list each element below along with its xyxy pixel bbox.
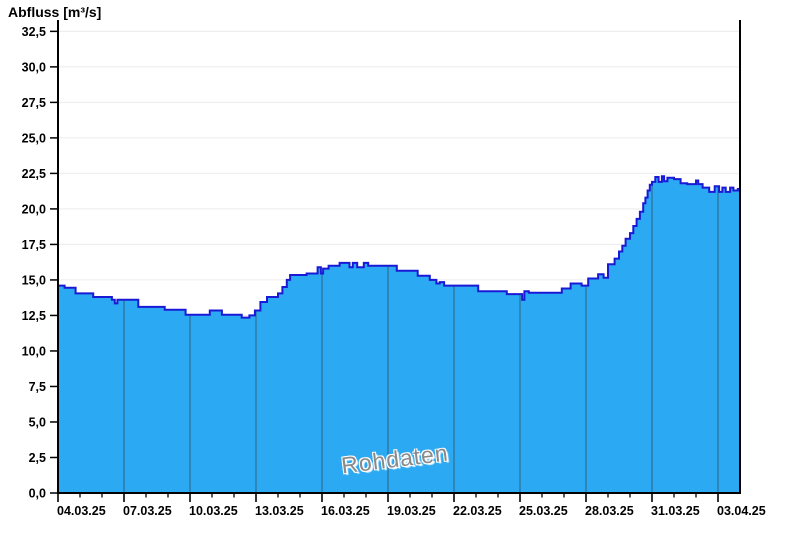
y-tick-label: 15,0	[22, 273, 46, 287]
y-tick-label: 17,5	[22, 238, 46, 252]
x-tick-label: 19.03.25	[387, 504, 436, 518]
x-tick-label: 28.03.25	[585, 504, 634, 518]
y-tick-label: 5,0	[29, 415, 46, 429]
y-tick-label: 27,5	[22, 96, 46, 110]
series-line	[58, 175, 740, 319]
x-tick-label: 10.03.25	[189, 504, 238, 518]
x-tick-label: 16.03.25	[321, 504, 370, 518]
y-tick-label: 30,0	[22, 60, 46, 74]
x-tick-label: 22.03.25	[453, 504, 502, 518]
x-tick-label: 03.04.25	[717, 504, 766, 518]
y-tick-label: 20,0	[22, 202, 46, 216]
y-tick-label: 0,0	[29, 487, 46, 501]
y-tick-label: 7,5	[29, 380, 46, 394]
y-tick-label: 25,0	[22, 131, 46, 145]
x-tick-label: 04.03.25	[57, 504, 106, 518]
chart-title: Abfluss [m³/s]	[8, 4, 102, 20]
y-tick-label: 32,5	[22, 25, 46, 39]
x-tick-label: 25.03.25	[519, 504, 568, 518]
y-tick-label: 2,5	[29, 451, 46, 465]
x-tick-label: 07.03.25	[123, 504, 172, 518]
x-tick-label: 13.03.25	[255, 504, 304, 518]
y-tick-label: 22,5	[22, 167, 46, 181]
x-tick-label: 31.03.25	[651, 504, 700, 518]
y-tick-label: 12,5	[22, 309, 46, 323]
y-tick-label: 10,0	[22, 344, 46, 358]
area-series-fill	[58, 176, 740, 493]
